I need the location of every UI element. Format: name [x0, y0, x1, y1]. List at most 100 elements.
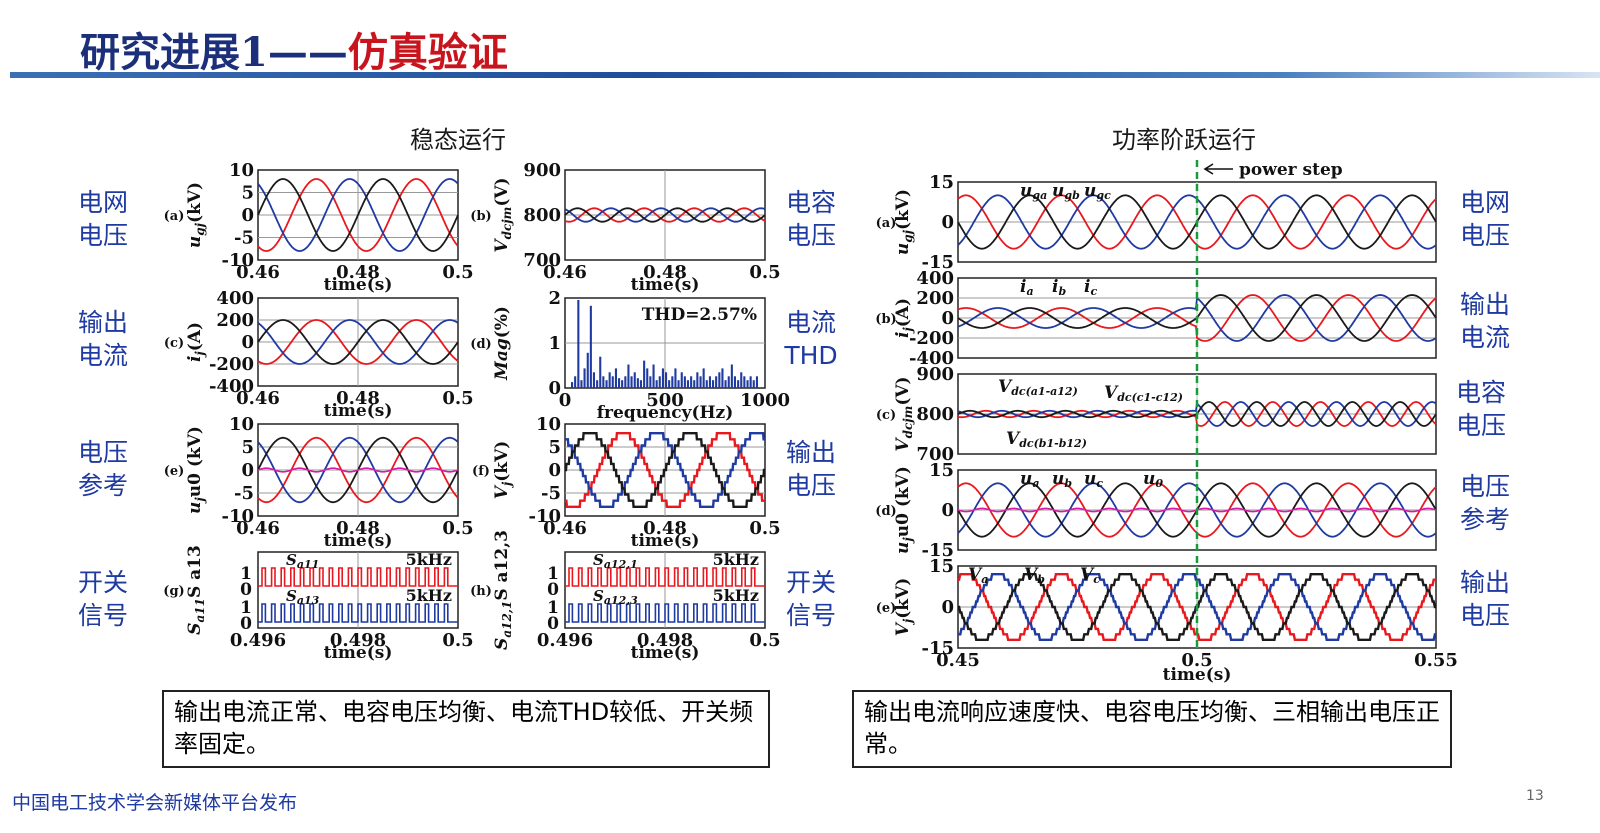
xtick-c-1: 0.48	[336, 388, 380, 409]
ytick-c-0: 400	[216, 288, 254, 309]
xtick-a-2: 0.5	[442, 262, 473, 283]
pulse-train-h-2	[565, 603, 765, 623]
bar-d-14	[614, 368, 617, 388]
ytick-e-3: -5	[234, 483, 254, 504]
panel-label-f: (f)	[472, 464, 490, 479]
pulse-freq-h-2: 5kHz	[713, 586, 759, 605]
ytick-h-3: 0	[547, 614, 559, 634]
bar-d-1	[574, 376, 577, 388]
ylabel-c: ij(A)	[185, 322, 207, 362]
ytick-rc-1: 800	[916, 404, 954, 425]
legend-ra-1: uga	[1020, 181, 1047, 202]
bar-d-58	[752, 380, 755, 388]
xtick-h-2: 0.5	[749, 630, 780, 651]
side-label-right-1: 电网 电压	[1459, 188, 1510, 250]
bar-d-6	[589, 305, 592, 388]
ytick-e-4: -10	[221, 506, 254, 527]
xlabel-f: time(s)	[631, 531, 700, 551]
panel-label-h: (h)	[470, 584, 492, 599]
bar-d-49	[724, 380, 727, 388]
xtick-d-0: 0	[559, 390, 572, 411]
ytick-h-0: 1	[547, 564, 559, 584]
chart-rd: (d)uju0 (kV) 15 0 -15 ua ub uc u0	[875, 460, 1437, 561]
chart-ra: (a)ugj(kV) 15 0 -15 uga ugb ugc	[876, 172, 1437, 273]
bar-d-26	[652, 364, 655, 388]
ylabel-ra: ugj(kV)	[893, 189, 915, 255]
publisher: 中国电工技术学会新媒体平台发布	[12, 792, 298, 814]
xtick-re-2: 0.55	[1414, 650, 1458, 671]
ytick-re-1: 0	[941, 597, 954, 618]
ytick-rc-0: 900	[916, 364, 954, 385]
ytick-rb-3: -200	[909, 328, 954, 349]
bar-d-56	[746, 380, 749, 388]
ytick-c-2: 0	[241, 332, 254, 353]
legend-ra-3: ugc	[1084, 181, 1111, 202]
pulse-train-h-1	[565, 567, 765, 587]
ylabel-e: uju0 (kV)	[185, 426, 207, 514]
ytick-b-2: 700	[523, 250, 561, 271]
bar-d-7	[592, 372, 595, 388]
bar-d-21	[636, 378, 639, 388]
ytick-rb-2: 0	[941, 308, 954, 329]
chart-re: (e)Vj(kV) 15 0 -150.45 0.5 0.55 time(s) Va Vb Vc	[876, 556, 1458, 685]
xtick-c-0: 0.46	[236, 388, 280, 409]
pulse-name-h-2: Sa12,3	[593, 587, 638, 607]
xtick-re-1: 0.5	[1181, 650, 1212, 671]
ytick-d-2: 0	[548, 378, 561, 399]
bar-d-17	[624, 376, 627, 388]
bar-d-34	[677, 380, 680, 388]
ytick-b-1: 800	[523, 205, 561, 226]
ylabel-re: Vj(kV)	[893, 578, 915, 637]
ytick-g-0: 1	[240, 564, 252, 584]
xlabel-d: frequency(Hz)	[597, 403, 734, 423]
xtick-f-1: 0.48	[643, 518, 687, 539]
bar-d-16	[621, 380, 624, 388]
xlabel-e: time(s)	[324, 531, 393, 551]
side-label-right-4: 电压 参考	[1459, 472, 1510, 534]
panel-label-a: (a)	[164, 209, 185, 224]
bar-d-54	[740, 372, 743, 388]
xtick-h-1: 0.498	[637, 630, 693, 651]
ytick-rb-1: 200	[916, 288, 954, 309]
xlabel-re: time(s)	[1163, 665, 1232, 685]
ytick-rd-2: -15	[921, 540, 954, 561]
ytick-f-3: -5	[541, 483, 561, 504]
xtick-d-1: 500	[646, 390, 684, 411]
ytick-ra-2: -15	[921, 252, 954, 273]
ytick-rc-2: 700	[916, 444, 954, 465]
bar-d-13	[611, 376, 614, 388]
ylabel-rc: Vdcjm(V)	[893, 376, 915, 451]
xtick-a-0: 0.46	[236, 262, 280, 283]
xtick-b-1: 0.48	[643, 262, 687, 283]
ytick-f-2: 0	[548, 460, 561, 481]
annotation-d: THD=2.57%	[642, 305, 757, 325]
ylabel-f: Vj(kV)	[492, 441, 514, 500]
bar-d-57	[749, 376, 752, 388]
xlabel-h: time(s)	[631, 643, 700, 663]
legend-rc-2: Vdc(c1-c12)	[1104, 383, 1183, 404]
ytick-c-4: -400	[209, 376, 254, 397]
side-label-right-3: 电容 电压	[1455, 378, 1506, 440]
bar-d-59	[755, 376, 758, 388]
bar-d-31	[668, 380, 671, 388]
side-label-left-3: 电压 参考	[77, 438, 128, 500]
pulse-freq-g-2: 5kHz	[406, 586, 452, 605]
xlabel-b: time(s)	[631, 275, 700, 295]
ytick-f-4: -10	[528, 506, 561, 527]
xlabel-g: time(s)	[324, 643, 393, 663]
legend-ra-2: ugb	[1052, 181, 1080, 202]
bar-d-23	[643, 360, 646, 388]
side-label-left-4: 开关 信号	[77, 568, 128, 630]
series-a-2	[257, 178, 459, 252]
series-b-2	[564, 207, 766, 223]
ytick-rb-0: 400	[916, 268, 954, 289]
ytick-f-0: 10	[536, 414, 561, 435]
ytick-a-3: -5	[234, 228, 254, 249]
bar-d-18	[627, 364, 630, 388]
bar-d-2	[577, 300, 580, 388]
series-c-1	[257, 319, 459, 365]
ytick-c-3: -200	[209, 354, 254, 375]
ylabel-g: Sa11S a13	[185, 545, 207, 635]
